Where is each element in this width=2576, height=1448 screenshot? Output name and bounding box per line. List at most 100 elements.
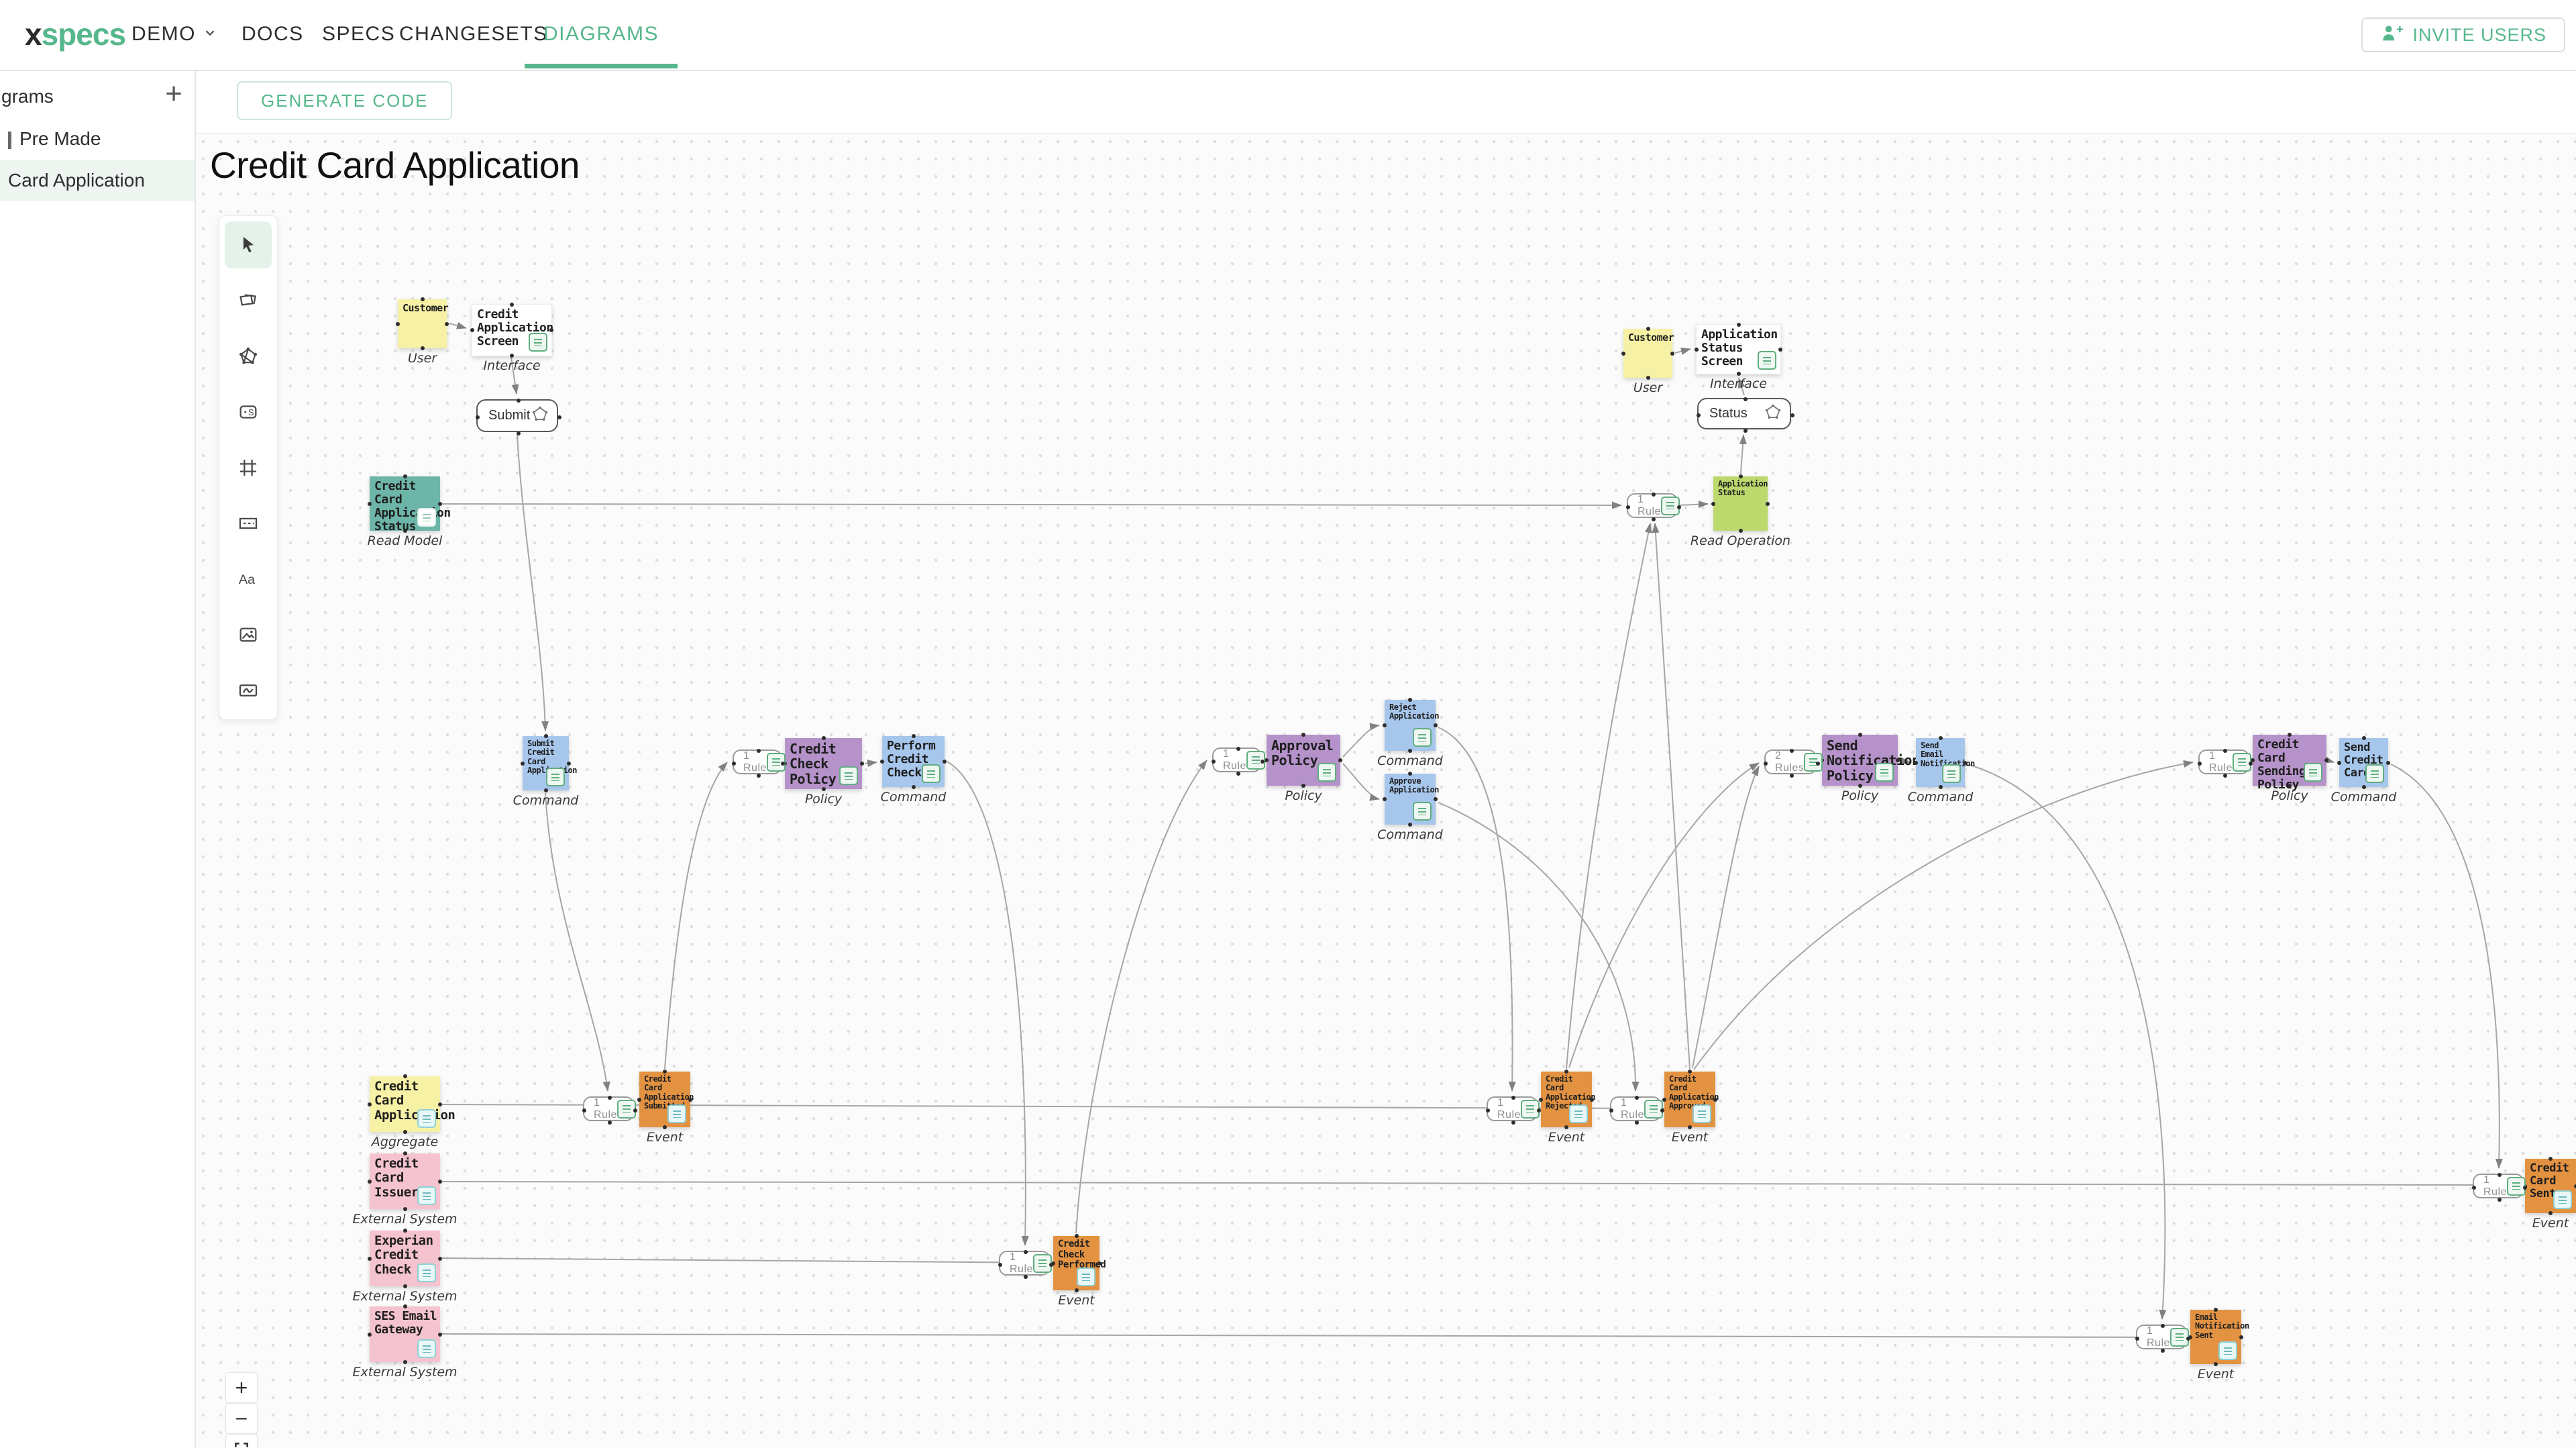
zoom-in-button[interactable]: + — [225, 1372, 258, 1403]
connection-dot[interactable] — [402, 1074, 407, 1078]
node-detail-icon[interactable] — [546, 768, 565, 786]
connection-dot[interactable] — [1738, 474, 1743, 478]
connection-dot[interactable] — [880, 760, 884, 764]
connection-dot[interactable] — [2288, 784, 2292, 788]
nav-item-docs[interactable]: DOCS — [241, 0, 304, 68]
diagram-node-policy[interactable]: Approval Policy Policy — [1265, 733, 1342, 803]
connection-dot[interactable] — [663, 1070, 667, 1074]
connection-dot[interactable] — [1024, 1250, 1028, 1254]
connection-dot[interactable] — [1609, 1108, 1613, 1113]
connection-dot[interactable] — [2161, 1324, 2165, 1328]
diagram-node-event[interactable]: Credit Check Performed Event — [1051, 1234, 1106, 1308]
connection-dot[interactable] — [1564, 1125, 1568, 1129]
connection-dot[interactable] — [2249, 761, 2253, 766]
connection-dot[interactable] — [1938, 785, 1943, 789]
connection-dot[interactable] — [1646, 327, 1650, 331]
connection-dot[interactable] — [2214, 1308, 2218, 1312]
connection-dot[interactable] — [1260, 759, 1265, 764]
connection-dot[interactable] — [476, 415, 480, 419]
connection-dot[interactable] — [420, 297, 425, 301]
node-detail-icon[interactable] — [2304, 763, 2322, 782]
connection-dot[interactable] — [1790, 774, 1794, 778]
connection-dot[interactable] — [608, 1096, 612, 1100]
diagram-node-command[interactable]: Send Email Notification Command — [1908, 736, 1975, 805]
connection-dot[interactable] — [1963, 760, 1967, 765]
connection-dot[interactable] — [470, 328, 474, 332]
connection-dot[interactable] — [1646, 376, 1650, 380]
connection-dot[interactable] — [1338, 758, 1342, 762]
connection-dot[interactable] — [1688, 1125, 1692, 1129]
connection-dot[interactable] — [2186, 1336, 2190, 1341]
image-tool[interactable] — [225, 611, 272, 658]
frame-tool[interactable] — [225, 444, 272, 491]
connection-dot[interactable] — [732, 761, 736, 766]
connection-dot[interactable] — [557, 415, 561, 419]
connection-dot[interactable] — [438, 1102, 442, 1106]
connection-dot[interactable] — [368, 1256, 372, 1261]
diagram-canvas[interactable]: GENERATE CODE Credit Card Application S … — [195, 71, 2576, 1448]
connection-dot[interactable] — [438, 1332, 442, 1337]
connection-dot[interactable] — [1212, 759, 1216, 764]
diagram-node-policy[interactable]: Send Notification Policy Policy — [1820, 733, 1920, 803]
connection-dot[interactable] — [567, 761, 571, 766]
state-tool[interactable]: S — [225, 389, 272, 435]
connection-dot[interactable] — [911, 734, 916, 738]
node-detail-icon[interactable] — [417, 1339, 436, 1358]
diagram-node-interface[interactable]: Credit Application Screen Interface — [470, 303, 553, 373]
connection-dot[interactable] — [1074, 1288, 1079, 1292]
connection-dot[interactable] — [1051, 1261, 1055, 1265]
nav-item-changesets[interactable]: CHANGESETS — [399, 0, 548, 68]
connection-dot[interactable] — [2223, 774, 2227, 778]
connection-dot[interactable] — [521, 761, 525, 766]
connection-dot[interactable] — [1938, 736, 1943, 740]
rule-pill[interactable]: 1 Rule — [1486, 1096, 1541, 1125]
rule-pill[interactable]: 1 Rule — [2472, 1173, 2527, 1202]
connection-dot[interactable] — [2498, 1198, 2502, 1202]
connection-dot[interactable] — [821, 736, 826, 740]
connection-dot[interactable] — [402, 1229, 407, 1233]
rule-pill[interactable]: 1 Rule — [2198, 749, 2253, 778]
connection-dot[interactable] — [368, 501, 372, 506]
add-diagram-button[interactable]: + — [165, 77, 182, 110]
swimlane-tool[interactable] — [225, 500, 272, 547]
connection-dot[interactable] — [1713, 1097, 1717, 1102]
connection-dot[interactable] — [1434, 723, 1438, 727]
connection-dot[interactable] — [368, 1179, 372, 1184]
connection-dot[interactable] — [1408, 749, 1412, 753]
connection-dot[interactable] — [402, 1207, 407, 1211]
connection-dot[interactable] — [1265, 758, 1269, 762]
generate-code-button[interactable]: GENERATE CODE — [237, 81, 453, 120]
rule-pill[interactable]: 1 Rule — [1626, 493, 1681, 521]
diagram-node-user[interactable]: Customer User — [396, 297, 449, 366]
connection-dot[interactable] — [438, 1179, 442, 1184]
connection-dot[interactable] — [2288, 733, 2292, 737]
connection-dot[interactable] — [1711, 501, 1715, 506]
connection-dot[interactable] — [688, 1097, 692, 1102]
connection-dot[interactable] — [1074, 1234, 1079, 1238]
node-detail-icon[interactable] — [529, 333, 547, 352]
connection-dot[interactable] — [368, 1102, 372, 1106]
connection-dot[interactable] — [998, 1262, 1002, 1267]
diagram-node-aggregate[interactable]: Credit Card Application Aggregate — [368, 1074, 455, 1149]
connection-dot[interactable] — [1635, 1096, 1639, 1100]
diagram-node-command[interactable]: Perform Credit Check Command — [880, 734, 947, 805]
node-detail-icon[interactable] — [922, 764, 941, 783]
node-detail-icon[interactable] — [1318, 763, 1336, 782]
connection-dot[interactable] — [1049, 1262, 1053, 1267]
connection-dot[interactable] — [1766, 501, 1770, 506]
connection-dot[interactable] — [1790, 749, 1794, 753]
connection-dot[interactable] — [1790, 413, 1794, 417]
connection-dot[interactable] — [1511, 1096, 1515, 1100]
node-detail-icon[interactable] — [417, 1109, 436, 1128]
node-detail-icon[interactable] — [1569, 1104, 1588, 1123]
connection-dot[interactable] — [756, 749, 761, 753]
node-detail-icon[interactable] — [1413, 802, 1432, 821]
connection-dot[interactable] — [2198, 761, 2202, 766]
connection-dot[interactable] — [402, 474, 407, 478]
connection-dot[interactable] — [1301, 733, 1305, 737]
draw-tool[interactable] — [225, 667, 272, 714]
connection-dot[interactable] — [2386, 760, 2390, 765]
connection-dot[interactable] — [1236, 747, 1240, 751]
rule-pill[interactable]: 1 Rule — [1609, 1096, 1664, 1125]
connection-dot[interactable] — [663, 1125, 667, 1129]
